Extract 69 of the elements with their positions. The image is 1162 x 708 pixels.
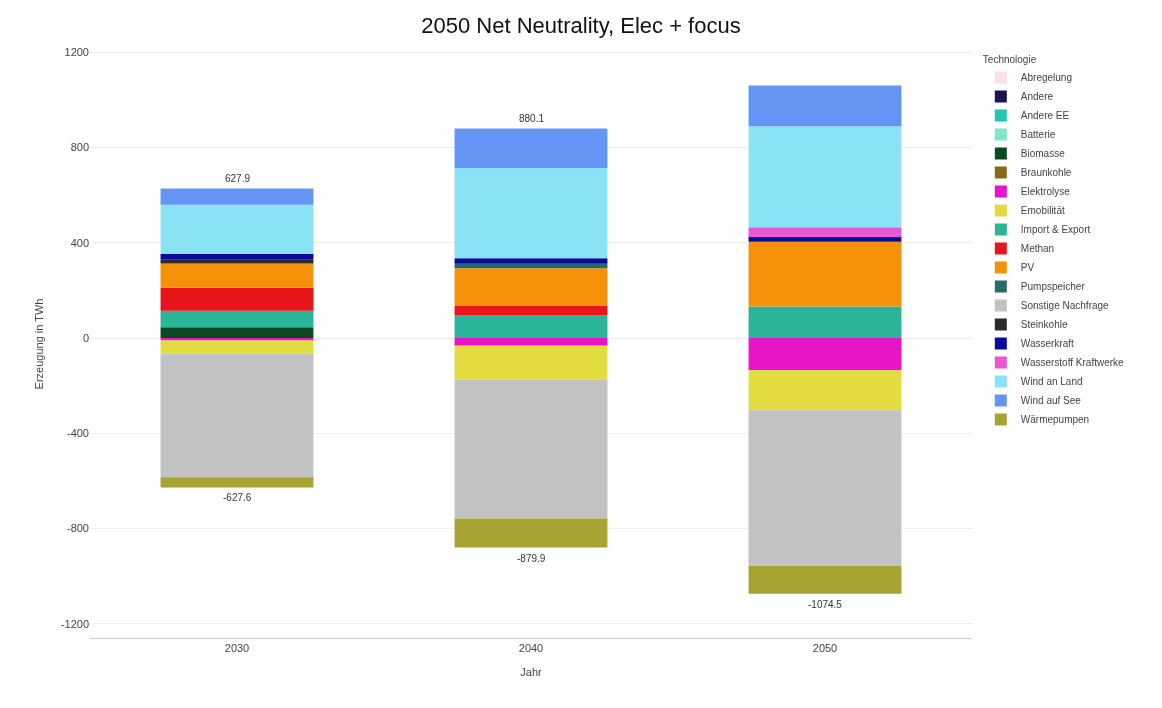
x-tick-label: 2050 [812, 642, 838, 655]
bar [160, 188, 314, 205]
legend-label: Steinkohle [1020, 319, 1068, 331]
legend-title: Technologie [982, 54, 1037, 65]
bar [160, 287, 314, 311]
bar [454, 338, 608, 346]
bar [454, 268, 608, 306]
legend-label: Wind an Land [1020, 376, 1083, 388]
bar [454, 315, 608, 339]
y-axis-title: Erzeugung in TWh [32, 298, 45, 390]
annotation: 880.1 [519, 113, 545, 124]
bar [748, 237, 902, 242]
bar [160, 340, 314, 354]
bar [748, 241, 902, 307]
legend-label: Wasserkraft [1020, 338, 1075, 350]
y-tick-label: 0 [82, 331, 89, 344]
bar [748, 565, 902, 594]
x-tick-label: 2040 [518, 642, 544, 655]
legend-label: Batterie [1020, 129, 1056, 141]
legend-label: Emobilität [1020, 205, 1065, 217]
legend-label: Andere [1020, 91, 1054, 103]
y-tick-label: 800 [70, 141, 89, 154]
bar [160, 204, 314, 255]
bar [748, 306, 902, 339]
legend-label: Import & Export [1020, 224, 1091, 236]
legend-label: Wärmepumpen [1020, 414, 1090, 426]
chart-title: 2050 Net Neutrality, Elec + focus [421, 13, 741, 39]
x-tick-label: 2030 [224, 642, 250, 655]
legend-label: Elektrolyse [1020, 186, 1071, 198]
legend-label: Methan [1020, 243, 1055, 255]
legend-label: Wasserstoff Kraftwerke [1020, 357, 1125, 369]
legend-label: Sonstige Nachfrage [1020, 300, 1110, 312]
bar [454, 128, 608, 169]
bar [748, 338, 902, 371]
y-tick-label: 1200 [64, 46, 89, 59]
bar [748, 410, 902, 566]
annotation: 627.9 [225, 173, 251, 184]
legend-label: Biomasse [1020, 148, 1066, 160]
bar [748, 227, 902, 238]
bar [454, 258, 608, 264]
bar [160, 254, 314, 260]
y-tick-label: -400 [66, 427, 89, 440]
legend-label: Braunkohle [1020, 167, 1072, 179]
bar [160, 353, 314, 478]
bar [160, 259, 314, 264]
legend-label: Andere EE [1020, 110, 1070, 122]
legend-label: Pumpspeicher [1020, 281, 1086, 293]
y-tick-label: -800 [66, 522, 89, 535]
y-tick-label: -1200 [60, 617, 89, 630]
bar [748, 370, 902, 411]
bar [160, 263, 314, 288]
bar [160, 310, 314, 328]
legend-label: Abregelung [1020, 72, 1072, 84]
legend-label: PV [1020, 262, 1035, 274]
bar [454, 379, 608, 519]
bar [748, 126, 902, 228]
bar [160, 477, 314, 488]
bar [454, 168, 608, 259]
annotation: -1074.5 [808, 599, 843, 610]
bar [160, 327, 314, 339]
annotation: -627.6 [223, 492, 252, 503]
legend-label: Wind auf See [1020, 395, 1082, 407]
x-axis-title: Jahr [520, 666, 543, 679]
bar [748, 85, 902, 127]
bar [454, 305, 608, 316]
bar [454, 518, 608, 548]
annotation: -879.9 [517, 553, 546, 564]
bar [454, 345, 608, 380]
y-tick-label: 400 [70, 236, 89, 249]
